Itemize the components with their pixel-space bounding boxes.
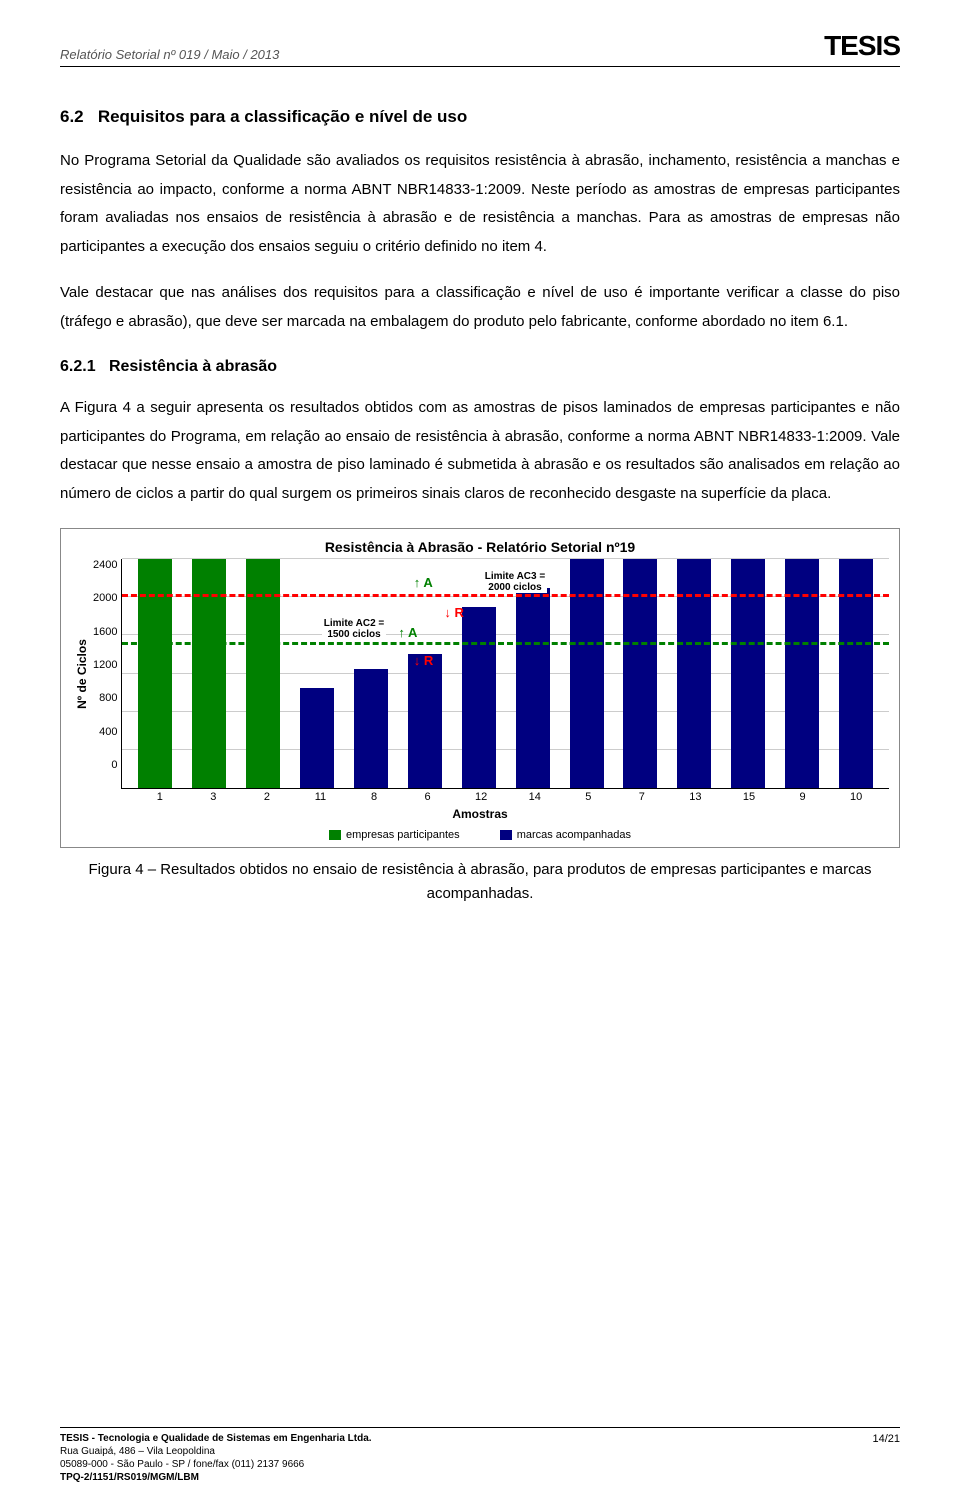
y-axis-label: Nº de Ciclos [75,639,89,709]
x-axis-row: 13211861214571315910 [71,789,889,803]
y-axis-ticks: 2400 2000 1600 1200 800 400 0 [93,559,121,789]
limit-line-ac2 [122,642,889,645]
x-tick: 12 [464,791,498,803]
footer-page: 14/21 [872,1432,900,1446]
section-number: 6.2 [60,107,84,126]
y-tick: 1600 [93,626,117,638]
logo-text: TESIS [824,30,900,62]
footer-code: TPQ-2/1151/RS019/MGM/LBM [60,1471,372,1484]
limit-line-ac3 [122,594,889,597]
marker-r: ↓ R [444,605,464,620]
bar [300,688,334,788]
subsection-title: Resistência à abrasão [109,358,277,375]
y-tick: 2000 [93,592,117,604]
legend-swatch-2 [500,830,512,840]
section-heading: 6.2 Requisitos para a classificação e ní… [60,107,900,127]
y-tick: 1200 [93,659,117,671]
subsection-heading: 6.2.1 Resistência à abrasão [60,358,900,376]
x-tick: 13 [678,791,712,803]
paragraph-1: No Programa Setorial da Qualidade são av… [60,147,900,261]
footer-left: TESIS - Tecnologia e Qualidade de Sistem… [60,1432,372,1484]
x-tick: 9 [786,791,820,803]
x-tick: 15 [732,791,766,803]
y-tick: 800 [93,692,117,704]
legend-label-1: empresas participantes [346,829,460,841]
bar [516,588,550,788]
footer-addr2: 05089-000 - São Paulo - SP / fone/fax (0… [60,1458,372,1471]
x-tick: 1 [143,791,177,803]
legend-label-2: marcas acompanhadas [517,829,631,841]
y-tick: 2400 [93,559,117,571]
page: Relatório Setorial nº 019 / Maio / 2013 … [0,0,960,1502]
report-id: Relatório Setorial nº 019 / Maio / 2013 [60,47,279,62]
y-tick: 0 [93,759,117,771]
chart-area: Nº de Ciclos 2400 2000 1600 1200 800 400 0 Lim… [71,559,889,789]
figure-caption: Figura 4 – Resultados obtidos no ensaio … [60,858,900,906]
section-title: Requisitos para a classificação e nível … [98,107,467,126]
chart-title: Resistência à Abrasão - Relatório Setori… [71,539,889,555]
x-tick: 2 [250,791,284,803]
subsection-number: 6.2.1 [60,358,96,375]
x-axis-label: Amostras [71,807,889,821]
abrasion-chart: Resistência à Abrasão - Relatório Setori… [60,528,900,848]
x-tick: 6 [411,791,445,803]
marker-r: ↓ R [414,653,434,668]
paragraph-2: Vale destacar que nas análises dos requi… [60,279,900,336]
subsection-paragraph: A Figura 4 a seguir apresenta os resulta… [60,394,900,508]
y-tick: 400 [93,726,117,738]
footer-company: TESIS - Tecnologia e Qualidade de Sistem… [60,1432,372,1445]
page-header: Relatório Setorial nº 019 / Maio / 2013 … [60,30,900,67]
limit-label-ac3: Limite AC3 =2000 ciclos [483,571,547,593]
marker-a: ↑ A [414,575,433,590]
legend-item-participantes: empresas participantes [329,829,460,841]
x-tick: 11 [303,791,337,803]
x-tick: 14 [518,791,552,803]
x-tick: 8 [357,791,391,803]
x-tick: 10 [839,791,873,803]
legend-swatch-1 [329,830,341,840]
chart-legend: empresas participantes marcas acompanhad… [71,829,889,841]
chart-plot: Limite AC2 =1500 ciclos Limite AC3 =2000 … [121,559,889,789]
page-footer: TESIS - Tecnologia e Qualidade de Sistem… [60,1427,900,1484]
x-tick: 3 [196,791,230,803]
y-axis-label-wrap: Nº de Ciclos [71,559,93,789]
marker-a: ↑ A [398,625,417,640]
x-tick: 5 [571,791,605,803]
bar [462,607,496,788]
bar [354,669,388,788]
limit-label-ac2: Limite AC2 =1500 ciclos [322,618,386,640]
x-tick: 7 [625,791,659,803]
bar [408,654,442,788]
legend-item-marcas: marcas acompanhadas [500,829,631,841]
x-axis-ticks: 13211861214571315910 [127,789,889,803]
footer-addr1: Rua Guaipá, 486 – Vila Leopoldina [60,1445,372,1458]
